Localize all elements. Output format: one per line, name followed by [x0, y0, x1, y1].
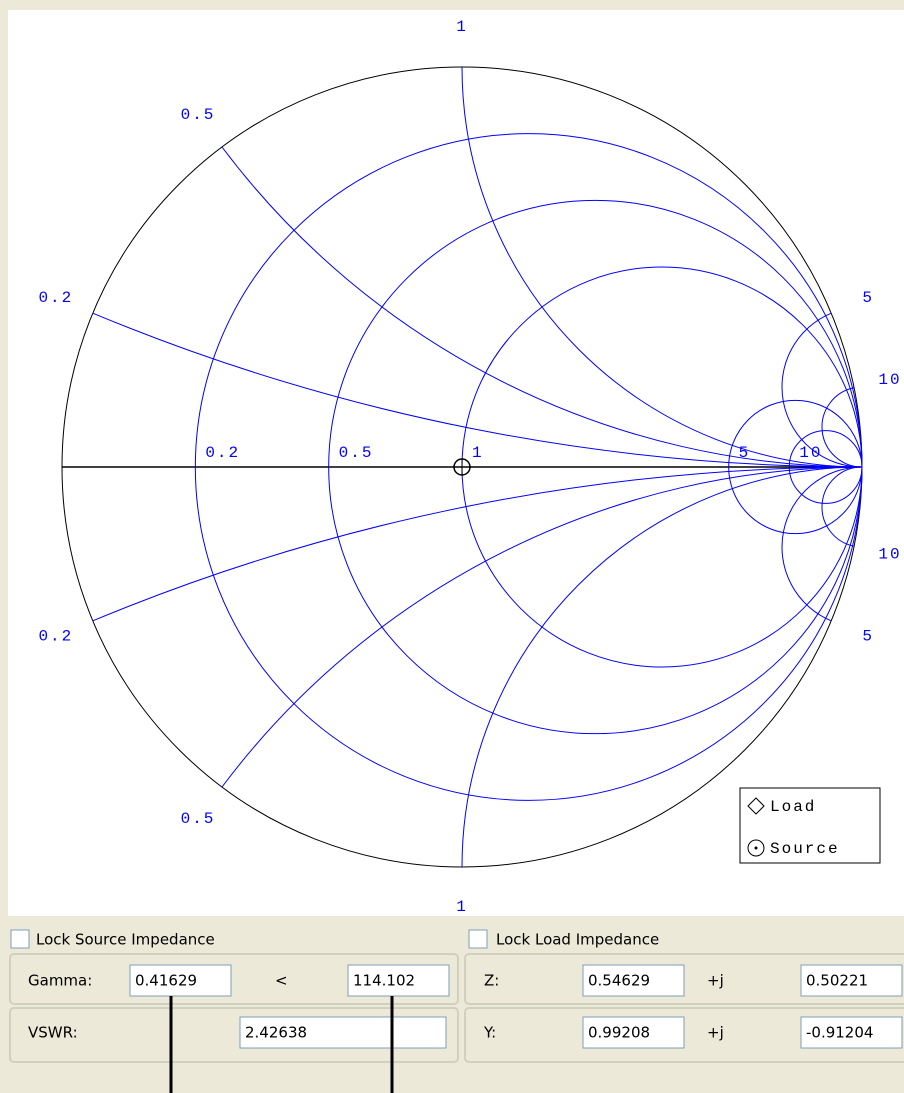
reactance-arc: [781, 312, 863, 468]
reactance-arc: [92, 466, 863, 622]
reactance-label: 10: [878, 545, 901, 563]
lock-load-label[interactable]: Lock Load Impedance: [496, 931, 659, 949]
lock-source-checkbox[interactable]: [10, 929, 30, 949]
reactance-arc: [821, 466, 863, 547]
z-real-input[interactable]: [582, 964, 685, 997]
reactance-label: 0.5: [181, 106, 216, 124]
reactance-label: 5: [862, 289, 874, 307]
reactance-arc: [781, 466, 863, 622]
z-group: [464, 953, 904, 1005]
resistance-label: 0.2: [205, 444, 240, 462]
gamma-magnitude[interactable]: 0.41629: [135, 972, 197, 990]
gamma-magnitude-input[interactable]: [129, 964, 232, 997]
reactance-label: 0.2: [38, 289, 73, 307]
resistance-label: 10: [799, 444, 822, 462]
vswr-input[interactable]: [239, 1016, 447, 1049]
reactance-arc: [92, 312, 863, 468]
lock-load-checkbox[interactable]: [468, 929, 488, 949]
reactance-arc: [821, 387, 863, 468]
y-real[interactable]: 0.99208: [588, 1024, 650, 1042]
vswr-group: [9, 1007, 459, 1063]
reactance-arc: [221, 466, 863, 788]
z-label: Z:: [484, 972, 499, 990]
source-icon-dot: [754, 846, 758, 850]
reactance-label: 1: [456, 18, 468, 36]
vswr-value[interactable]: 2.42638: [245, 1024, 307, 1042]
z-real[interactable]: 0.54629: [588, 972, 650, 990]
reactance-label: 0.2: [38, 627, 73, 645]
vswr-label: VSWR:: [28, 1024, 78, 1042]
resistance-label: 1: [472, 444, 484, 462]
resistance-label: 5: [739, 444, 751, 462]
y-separator: +j: [707, 1024, 724, 1042]
center-marker-cross: [454, 459, 470, 475]
reactance-arc: [221, 146, 863, 468]
reactance-label: 10: [878, 371, 901, 389]
source-icon: [747, 839, 765, 857]
z-imag-input[interactable]: [800, 964, 903, 997]
resistance-label: 0.5: [339, 444, 374, 462]
reactance-label: 5: [862, 627, 874, 645]
y-imag[interactable]: -0.91204: [806, 1024, 873, 1042]
gamma-separator: <: [275, 972, 288, 990]
reactance-label: 1: [456, 898, 468, 916]
reactance-arc: [461, 66, 863, 468]
lock-source-label[interactable]: Lock Source Impedance: [36, 931, 215, 949]
chart-panel: [8, 10, 904, 916]
gamma-label: Gamma:: [28, 972, 92, 990]
legend-source: Source: [770, 840, 840, 858]
y-real-input[interactable]: [582, 1016, 685, 1049]
reactance-label: 0.5: [181, 810, 216, 828]
reactance-arc: [461, 466, 863, 868]
y-imag-input[interactable]: [800, 1016, 903, 1049]
y-group: [464, 1007, 904, 1063]
legend-load: Load: [770, 798, 816, 816]
gamma-angle[interactable]: 114.102: [353, 972, 415, 990]
y-label: Y:: [483, 1024, 496, 1042]
smith-chart: 0.2 0.5 1 5 10 0.2 0.5 1 5 10 0.2 0.5 1 5 10: [38, 18, 901, 916]
z-imag[interactable]: 0.50221: [806, 972, 868, 990]
gamma-angle-input[interactable]: [347, 964, 450, 997]
gamma-group: [9, 953, 459, 1005]
z-separator: +j: [707, 972, 724, 990]
load-icon: [747, 797, 765, 815]
